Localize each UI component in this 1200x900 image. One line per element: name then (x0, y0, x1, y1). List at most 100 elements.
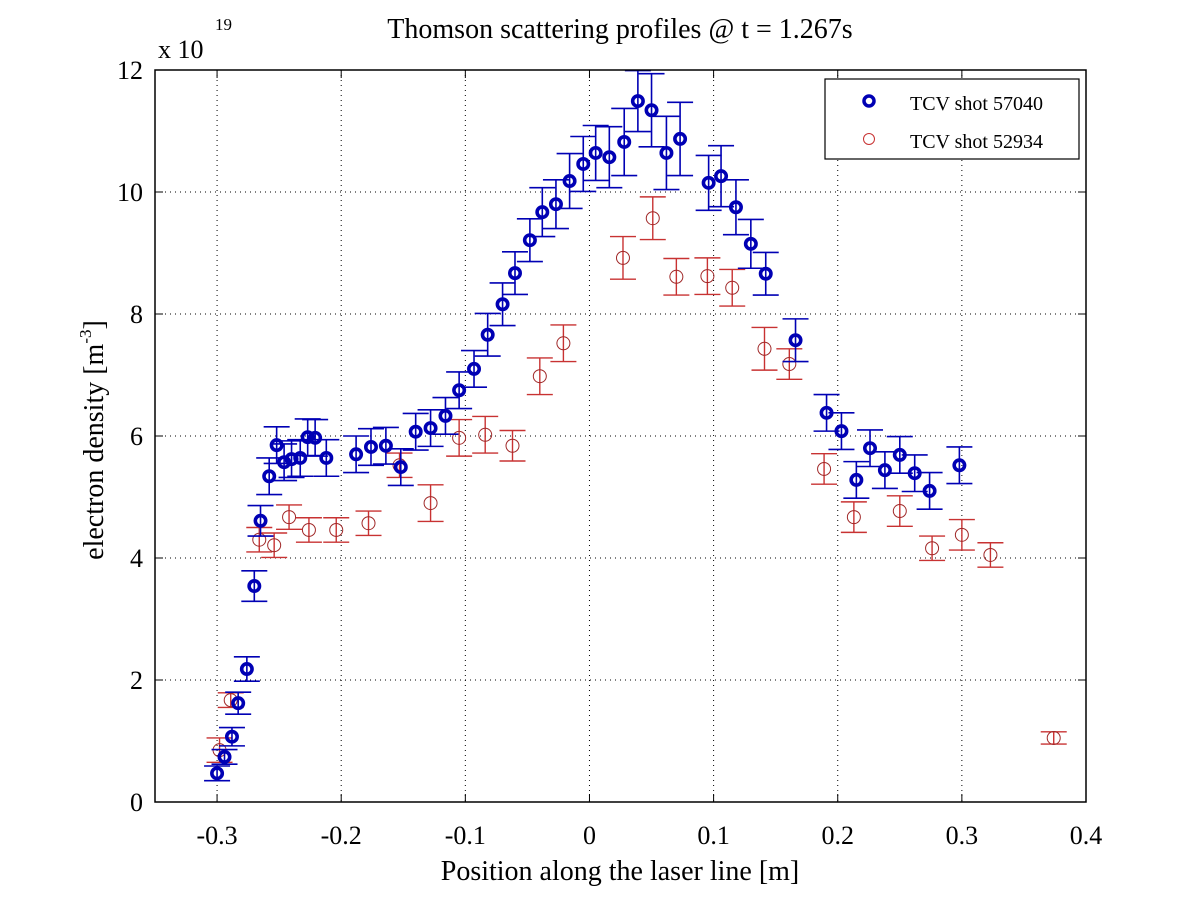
data-point (231, 696, 246, 711)
data-point (480, 327, 495, 342)
series-tcv-shot-52934 (206, 196, 1067, 764)
data-point (262, 469, 277, 484)
y-multiplier-exponent: 19 (215, 15, 232, 34)
data-point (1046, 730, 1061, 745)
data-point (728, 200, 743, 215)
data-point (588, 145, 603, 160)
x-tick-label: -0.3 (196, 821, 237, 850)
data-point (714, 169, 729, 184)
data-point (562, 174, 577, 189)
data-point (556, 336, 571, 351)
y-tick-label: 0 (130, 788, 143, 817)
x-tick-labels: -0.3 -0.2 -0.1 0 0.1 0.2 0.3 0.4 (196, 821, 1102, 850)
y-multiplier: x 10 19 (158, 15, 232, 64)
x-tick-label: 0.1 (697, 821, 730, 850)
plot-area-frame (154, 69, 1087, 803)
data-point (224, 729, 239, 744)
data-point (210, 766, 225, 781)
data-point (300, 430, 315, 445)
x-tick-label: -0.1 (445, 821, 486, 850)
y-tick-label: 10 (117, 178, 143, 207)
grid-lines (155, 70, 1086, 802)
y-tick-label: 4 (130, 544, 143, 573)
data-point (617, 134, 632, 149)
data-point (329, 522, 344, 537)
data-point (408, 424, 423, 439)
data-point (532, 369, 547, 384)
data-point (615, 250, 630, 265)
data-point (983, 547, 998, 562)
data-point (438, 408, 453, 423)
x-tick-label: 0.4 (1070, 821, 1103, 850)
data-point (701, 175, 716, 190)
y-axis-title-suffix: ] (79, 320, 110, 329)
data-point (267, 538, 282, 553)
y-axis-title-exponent: -3 (76, 330, 95, 344)
chart-title: Thomson scattering profiles @ t = 1.267s (387, 14, 852, 45)
x-tick-label: 0 (583, 821, 596, 850)
data-point (834, 424, 849, 439)
data-point (602, 150, 617, 165)
data-point (630, 94, 645, 109)
data-point (954, 527, 969, 542)
y-tick-label: 2 (130, 666, 143, 695)
data-point (363, 439, 378, 454)
data-point (217, 749, 232, 764)
data-point (576, 156, 591, 171)
x-tick-label: 0.3 (946, 821, 979, 850)
data-point (452, 383, 467, 398)
legend-label-shot-52934: TCV shot 52934 (910, 131, 1043, 153)
data-point (239, 662, 254, 677)
data-point (535, 205, 550, 220)
data-point (319, 450, 334, 465)
data-point (952, 458, 967, 473)
y-tick-label: 8 (130, 300, 143, 329)
data-point (423, 496, 438, 511)
data-point (223, 693, 238, 708)
data-point (922, 483, 937, 498)
data-point (743, 236, 758, 251)
data-point (846, 510, 861, 525)
legend-label-shot-57040: TCV shot 57040 (910, 93, 1043, 115)
data-point (925, 541, 940, 556)
y-tick-label: 12 (117, 56, 143, 85)
data-point (645, 211, 660, 226)
y-axis-title-text: electron density [m (79, 343, 110, 559)
data-point (452, 430, 467, 445)
y-tick-label: 6 (130, 422, 143, 451)
y-tick-labels: 0 2 4 6 8 10 12 (117, 56, 143, 817)
data-point (282, 510, 297, 525)
data-point (293, 450, 308, 465)
data-point (349, 447, 364, 462)
legend-marker-shot-52934 (863, 133, 875, 145)
svg-text:electron density [m-3]: electron density [m-3] (76, 320, 110, 560)
data-point (548, 197, 563, 212)
y-axis-title: electron density [m-3] (76, 320, 110, 560)
data-point (522, 233, 537, 248)
data-series (204, 69, 1067, 782)
x-tick-label: 0.2 (821, 821, 854, 850)
data-point (507, 266, 522, 281)
data-point (495, 297, 510, 312)
data-point (863, 441, 878, 456)
data-point (817, 461, 832, 476)
legend: TCV shot 57040 TCV shot 52934 (824, 78, 1080, 160)
data-point (423, 421, 438, 436)
data-point (758, 266, 773, 281)
data-point (247, 579, 262, 594)
data-point (505, 438, 520, 453)
data-point (700, 269, 715, 284)
data-point (669, 269, 684, 284)
data-point (378, 438, 393, 453)
data-point (308, 430, 323, 445)
legend-marker-shot-57040 (862, 94, 876, 108)
data-point (849, 472, 864, 487)
data-point (478, 427, 493, 442)
data-point (659, 145, 674, 160)
data-point (877, 463, 892, 478)
y-multiplier-base: x 10 (158, 35, 204, 64)
data-point (361, 516, 376, 531)
data-point (673, 131, 688, 146)
x-tick-label: -0.2 (321, 821, 362, 850)
